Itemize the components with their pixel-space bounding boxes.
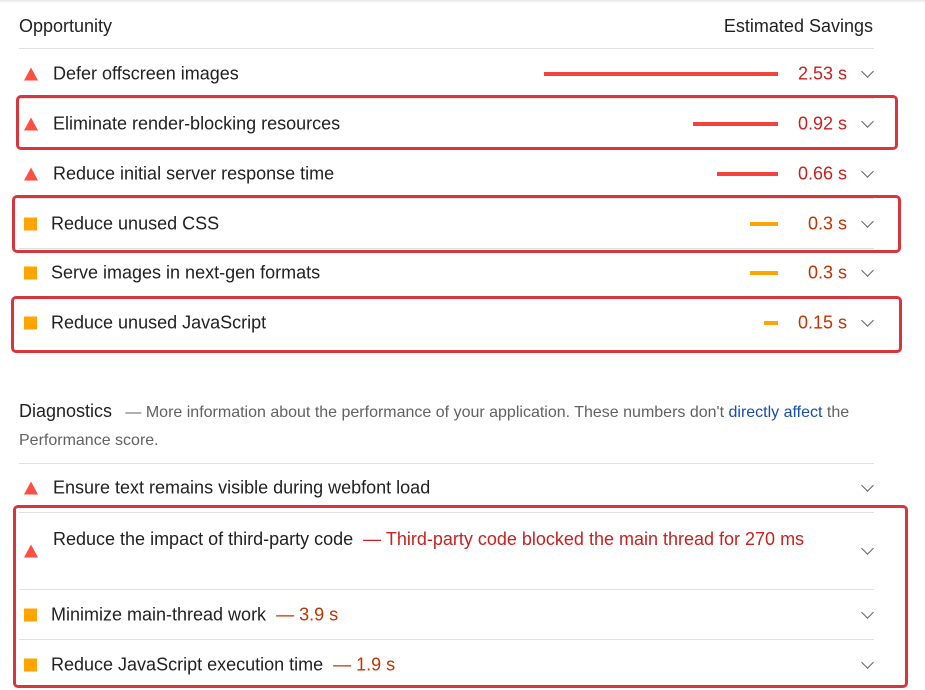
red-triangle-icon xyxy=(24,67,38,80)
orange-square-icon xyxy=(24,217,37,230)
red-triangle-icon xyxy=(24,544,38,558)
savings-value: 0.15 s xyxy=(797,312,847,332)
opportunity-header: Opportunity Estimated Savings xyxy=(19,14,874,49)
diagnostic-row-js-execution-time[interactable]: Reduce JavaScript execution time — 1.9 s xyxy=(19,640,874,689)
chevron-down-icon[interactable] xyxy=(861,64,874,78)
chevron-down-icon[interactable] xyxy=(861,214,874,228)
audit-detail: — Third-party code blocked the main thre… xyxy=(363,529,805,549)
diagnostics-text-after: the Performance score. xyxy=(19,404,850,449)
savings-bar xyxy=(544,71,778,76)
savings-value: 0.3 s xyxy=(807,262,847,282)
savings-value: 0.3 s xyxy=(807,213,847,233)
estimated-savings-column-label: Estimated Savings xyxy=(723,16,873,36)
savings-bar xyxy=(717,171,778,176)
audit-title: Defer offscreen images xyxy=(53,63,239,83)
savings-bar xyxy=(750,270,778,275)
chevron-down-icon[interactable] xyxy=(861,164,874,178)
orange-square-icon xyxy=(24,608,37,621)
audit-title-with-detail: Minimize main-thread work — 3.9 s xyxy=(51,604,338,625)
savings-bar xyxy=(750,221,778,226)
diagnostics-dash: — xyxy=(125,404,142,421)
diagnostics-text-before: More information about the performance o… xyxy=(145,404,729,421)
diagnostic-row-main-thread-work[interactable]: Minimize main-thread work — 3.9 s xyxy=(19,590,874,640)
savings-bar xyxy=(693,121,778,126)
savings-value: 2.53 s xyxy=(797,63,847,83)
orange-square-icon xyxy=(24,658,37,671)
directly-affect-link[interactable]: directly affect xyxy=(728,404,823,421)
audit-detail: — 3.9 s xyxy=(276,604,339,624)
savings-bar xyxy=(764,320,778,325)
audit-title: Reduce JavaScript execution time xyxy=(51,654,324,674)
chevron-down-icon[interactable] xyxy=(861,655,874,669)
audit-title: Minimize main-thread work xyxy=(51,604,267,624)
orange-square-icon xyxy=(24,316,37,329)
audit-row-reduce-unused-css[interactable]: Reduce unused CSS 0.3 s xyxy=(19,199,874,249)
chevron-down-icon[interactable] xyxy=(861,114,874,128)
chevron-down-icon[interactable] xyxy=(861,263,874,277)
savings-value: 0.92 s xyxy=(797,113,847,133)
audit-row-reduce-server-response-time[interactable]: Reduce initial server response time 0.66… xyxy=(19,149,874,199)
chevron-down-icon[interactable] xyxy=(861,542,874,555)
audit-title-with-detail: Reduce the impact of third-party code — … xyxy=(53,525,813,553)
audit-title: Serve images in next-gen formats xyxy=(51,262,321,282)
audit-title-with-detail: Reduce JavaScript execution time — 1.9 s xyxy=(51,654,395,675)
top-shadow xyxy=(0,0,925,3)
audit-row-next-gen-formats[interactable]: Serve images in next-gen formats 0.3 s xyxy=(19,248,874,298)
red-triangle-icon xyxy=(24,117,38,130)
red-triangle-icon xyxy=(24,167,38,180)
audit-row-eliminate-render-blocking-resources[interactable]: Eliminate render-blocking resources 0.92… xyxy=(19,99,874,149)
diagnostic-row-webfont-load[interactable]: Ensure text remains visible during webfo… xyxy=(19,463,874,513)
audit-title: Ensure text remains visible during webfo… xyxy=(53,477,431,497)
orange-square-icon xyxy=(24,266,37,279)
chevron-down-icon[interactable] xyxy=(861,478,874,492)
diagnostics-description: Diagnostics — More information about the… xyxy=(19,397,874,464)
audit-title: Reduce unused CSS xyxy=(51,213,220,233)
savings-value: 0.66 s xyxy=(797,163,847,183)
audit-row-defer-offscreen-images[interactable]: Defer offscreen images 2.53 s xyxy=(19,49,874,99)
audit-title: Reduce initial server response time xyxy=(53,163,335,183)
diagnostic-row-third-party-code[interactable]: Reduce the impact of third-party code — … xyxy=(19,513,874,590)
audit-row-reduce-unused-javascript[interactable]: Reduce unused JavaScript 0.15 s xyxy=(19,298,874,347)
chevron-down-icon[interactable] xyxy=(861,605,874,619)
red-triangle-icon xyxy=(24,481,38,494)
audit-detail: — 1.9 s xyxy=(333,654,396,674)
opportunity-column-label: Opportunity xyxy=(19,16,113,36)
audit-title: Reduce unused JavaScript xyxy=(51,312,267,332)
diagnostics-title: Diagnostics xyxy=(19,401,113,421)
audit-title: Reduce the impact of third-party code xyxy=(53,529,354,549)
chevron-down-icon[interactable] xyxy=(861,313,874,327)
audit-title: Eliminate render-blocking resources xyxy=(53,113,341,133)
